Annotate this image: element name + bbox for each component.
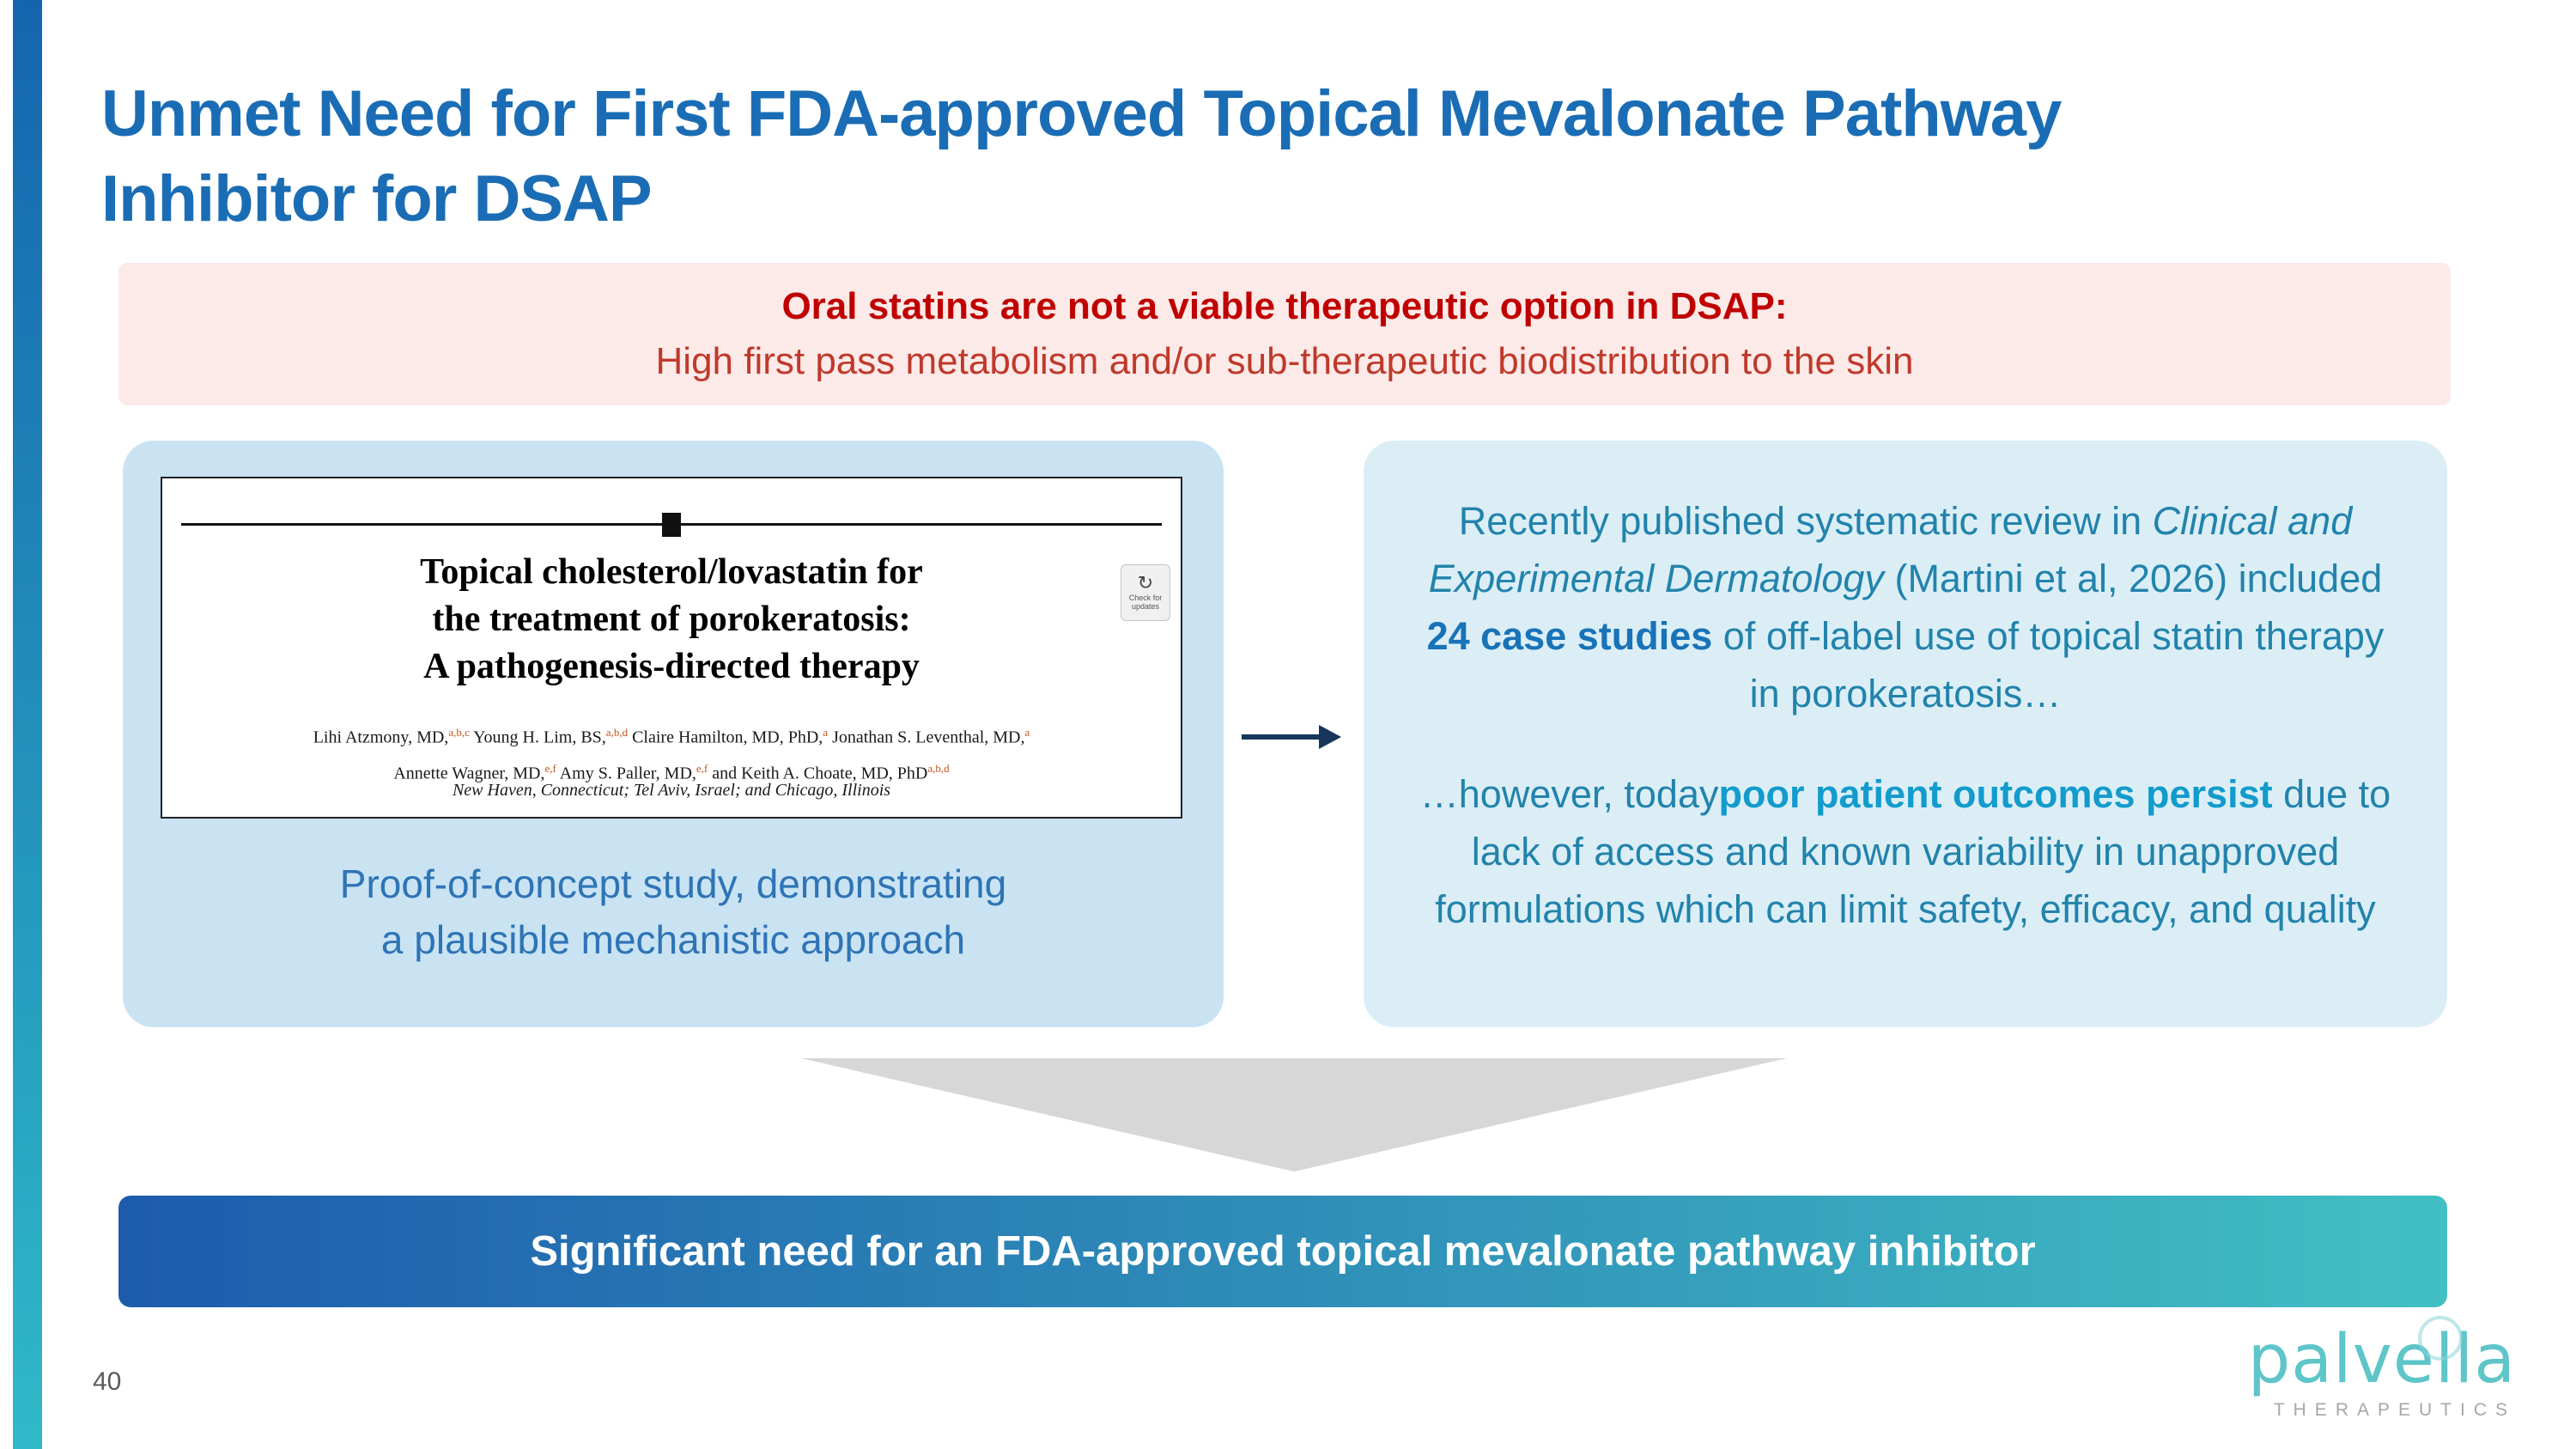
review-summary-paragraph: Recently published systematic review in …	[1419, 492, 2392, 722]
article-title-line: Topical cholesterol/lovastatin for	[420, 552, 923, 592]
article-title-line: A pathogenesis-directed therapy	[423, 647, 920, 686]
funnel-shape	[801, 1058, 1787, 1172]
logo-ring-icon	[2418, 1316, 2463, 1361]
check-for-updates-badge: ↻ Check for updates	[1121, 564, 1170, 621]
alert-banner: Oral statins are not a viable therapeuti…	[118, 263, 2451, 405]
update-circle-icon: ↻	[1137, 572, 1154, 594]
article-authors-line: Lihi Atzmony, MD,a,b,c Young H. Lim, BS,…	[162, 717, 1181, 753]
check-for-updates-label: Check for updates	[1128, 594, 1163, 611]
article-title-line: the treatment of porokeratosis:	[432, 600, 911, 639]
alert-heading: Oral statins are not a viable therapeuti…	[781, 285, 1788, 327]
logo-wordmark: palvella	[2248, 1316, 2516, 1393]
caption-line: Proof-of-concept study, demonstrating	[339, 861, 1007, 906]
page-title-line-2: Inhibitor for DSAP	[101, 161, 653, 235]
case-studies-bold: 24 case studies	[1426, 614, 1713, 658]
palvella-logo: palvella THERAPEUTICS	[2248, 1316, 2516, 1421]
author-sup: a,b,d	[605, 726, 629, 739]
text-segment: …however, today	[1419, 772, 1719, 816]
article-header-square	[662, 513, 681, 537]
text-segment: due to lack of access and known variabil…	[1435, 772, 2391, 931]
author-segment: and Keith A. Choate, MD, PhD	[708, 764, 928, 783]
author-segment: Annette Wagner, MD,	[393, 764, 545, 783]
outcomes-paragraph: …however, todaypoor patient outcomes per…	[1419, 765, 2392, 938]
logo-subtitle: THERAPEUTICS	[2273, 1400, 2516, 1420]
article-title: Topical cholesterol/lovastatin for the t…	[162, 549, 1181, 691]
text-segment: (Martini et al, 2026) included	[1883, 557, 2383, 600]
text-segment: of off-label use of topical statin thera…	[1712, 614, 2385, 715]
alert-subtext: High first pass metabolism and/or sub-th…	[655, 340, 1914, 382]
author-sup: a	[823, 726, 829, 739]
author-sup: a,b,d	[927, 761, 950, 775]
proof-of-concept-card: Topical cholesterol/lovastatin for the t…	[123, 441, 1224, 1027]
article-authors: Lihi Atzmony, MD,a,b,c Young H. Lim, BS,…	[162, 717, 1181, 788]
conclusion-text: Significant need for an FDA-approved top…	[530, 1228, 2036, 1275]
logo-wordmark-text: palvella	[2247, 1321, 2516, 1398]
page-title: Unmet Need for First FDA-approved Topica…	[101, 72, 2062, 242]
text-segment: Recently published systematic review in	[1458, 499, 2153, 543]
left-accent-bar	[13, 0, 42, 1449]
page-number: 40	[93, 1367, 122, 1396]
article-affiliation: New Haven, Connecticut; Tel Aviv, Israel…	[452, 781, 891, 800]
arrow-svg	[1242, 725, 1341, 749]
conclusion-banner: Significant need for an FDA-approved top…	[118, 1196, 2447, 1307]
systematic-review-card: Recently published systematic review in …	[1364, 441, 2447, 1027]
author-segment: Jonathan S. Leventhal, MD,	[828, 728, 1025, 747]
author-sup: a,b,c	[448, 726, 470, 739]
author-segment: Lihi Atzmony, MD,	[313, 728, 449, 747]
author-sup: e,f	[544, 761, 556, 775]
article-authors-line: Annette Wagner, MD,e,f Amy S. Paller, MD…	[162, 753, 1181, 789]
author-segment: Claire Hamilton, MD, PhD,	[628, 728, 823, 747]
author-sup: e,f	[696, 761, 708, 775]
author-segment: Amy S. Paller, MD,	[556, 764, 696, 783]
journal-article-image: Topical cholesterol/lovastatin for the t…	[161, 477, 1182, 819]
author-sup: a	[1024, 726, 1030, 739]
journal-name-italic: Clinical and Experimental Dermatology	[1428, 499, 2353, 600]
caption-line: a plausible mechanistic approach	[380, 917, 966, 962]
page-title-line-1: Unmet Need for First FDA-approved Topica…	[101, 77, 2062, 150]
poor-outcomes-bold: poor patient outcomes persist	[1718, 772, 2273, 816]
right-arrow-icon	[1240, 720, 1343, 754]
left-card-caption: Proof-of-concept study, demonstrating a …	[123, 856, 1224, 968]
author-segment: Young H. Lim, BS,	[469, 728, 606, 747]
